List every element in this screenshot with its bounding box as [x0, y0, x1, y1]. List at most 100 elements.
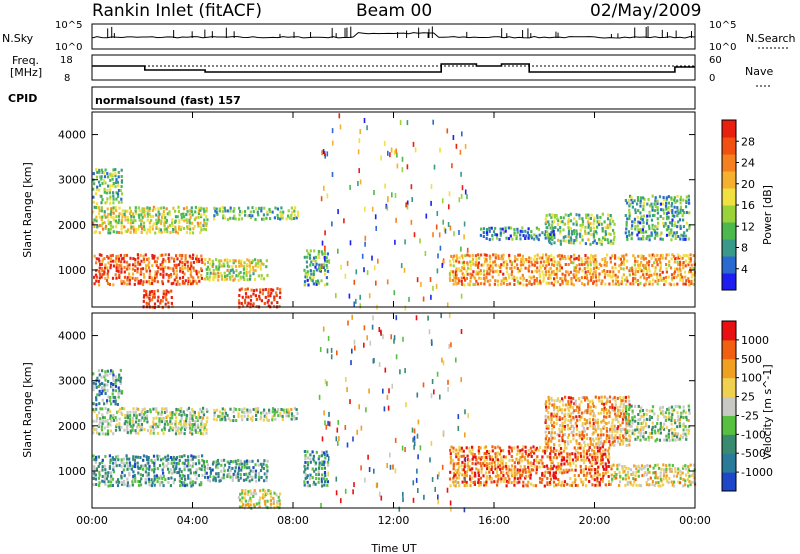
data-cell [183, 454, 186, 458]
data-cell [489, 269, 492, 273]
data-cell [628, 399, 631, 403]
data-cell [246, 262, 249, 266]
data-cell [588, 465, 591, 469]
data-cell [391, 383, 394, 389]
data-cell [194, 426, 197, 430]
data-cell [118, 425, 121, 429]
data-cell [175, 410, 178, 414]
data-cell [137, 471, 140, 475]
data-cell [452, 446, 455, 450]
data-cell [200, 258, 203, 262]
data-cell [682, 198, 685, 202]
data-cell [254, 264, 257, 268]
data-cell [99, 417, 102, 421]
data-cell [458, 445, 461, 449]
data-cell [586, 437, 589, 441]
data-cell [280, 408, 283, 411]
data-cell [603, 421, 606, 424]
data-cell [572, 273, 575, 277]
data-cell [183, 474, 186, 478]
data-cell [159, 228, 162, 232]
data-cell [592, 404, 595, 408]
data-cell [581, 269, 584, 273]
data-cell [97, 257, 100, 261]
data-cell [107, 480, 110, 484]
data-cell [566, 270, 569, 274]
data-cell [581, 433, 584, 437]
data-cell [163, 229, 166, 233]
data-cell [111, 172, 114, 176]
data-cell [508, 256, 511, 260]
data-cell [574, 455, 577, 459]
data-cell [393, 335, 396, 341]
data-cell [662, 198, 665, 202]
data-cell [558, 470, 561, 474]
data-cell [439, 394, 441, 400]
data-cell [622, 470, 625, 474]
data-cell [642, 425, 645, 429]
data-cell [254, 469, 257, 473]
data-cell [593, 270, 596, 274]
data-cell [637, 469, 640, 473]
data-cell [575, 235, 578, 239]
data-cell [542, 279, 545, 283]
data-cell [646, 467, 649, 471]
data-cell [599, 436, 602, 440]
data-cell [536, 282, 539, 286]
data-cell [158, 419, 161, 423]
data-cell [648, 415, 652, 418]
data-cell [582, 470, 585, 474]
data-cell [625, 422, 628, 426]
data-cell [454, 468, 457, 472]
data-cell [327, 471, 329, 477]
data-cell [215, 258, 218, 262]
data-cell [580, 257, 583, 260]
data-cell [505, 236, 508, 240]
data-cell [482, 235, 485, 238]
data-cell [501, 227, 504, 231]
data-cell [197, 270, 200, 274]
data-cell [191, 281, 194, 285]
data-cell [656, 463, 659, 467]
data-cell [211, 259, 214, 263]
data-cell [639, 275, 642, 279]
data-cell [505, 471, 508, 475]
data-cell [574, 468, 577, 472]
data-cell [684, 234, 687, 238]
data-cell [572, 283, 575, 287]
data-cell [631, 224, 634, 228]
data-cell [327, 335, 330, 341]
data-cell [183, 263, 187, 267]
data-cell [245, 267, 248, 271]
data-cell [631, 231, 634, 235]
data-cell [323, 185, 325, 191]
data-cell [635, 470, 638, 474]
data-cell [177, 408, 180, 412]
data-cell [117, 184, 120, 188]
data-cell [151, 256, 154, 260]
data-cell [539, 281, 542, 285]
data-cell [191, 457, 194, 461]
data-cell [237, 278, 240, 282]
data-cell [688, 270, 691, 274]
data-cell [671, 278, 674, 282]
data-cell [312, 259, 315, 262]
data-cell [104, 378, 107, 382]
data-cell [490, 476, 494, 480]
data-cell [555, 465, 558, 469]
data-cell [508, 477, 511, 481]
data-cell [223, 216, 226, 220]
data-cell [507, 237, 511, 241]
data-cell [564, 239, 567, 243]
data-cell [124, 209, 127, 213]
data-cell [648, 483, 651, 487]
data-cell [158, 476, 161, 480]
data-cell [485, 231, 488, 235]
data-cell [142, 299, 145, 303]
data-cell [322, 451, 326, 455]
data-cell [571, 424, 575, 428]
data-cell [243, 411, 246, 415]
data-cell [134, 258, 137, 261]
data-cell [452, 471, 456, 475]
data-cell [251, 475, 254, 479]
